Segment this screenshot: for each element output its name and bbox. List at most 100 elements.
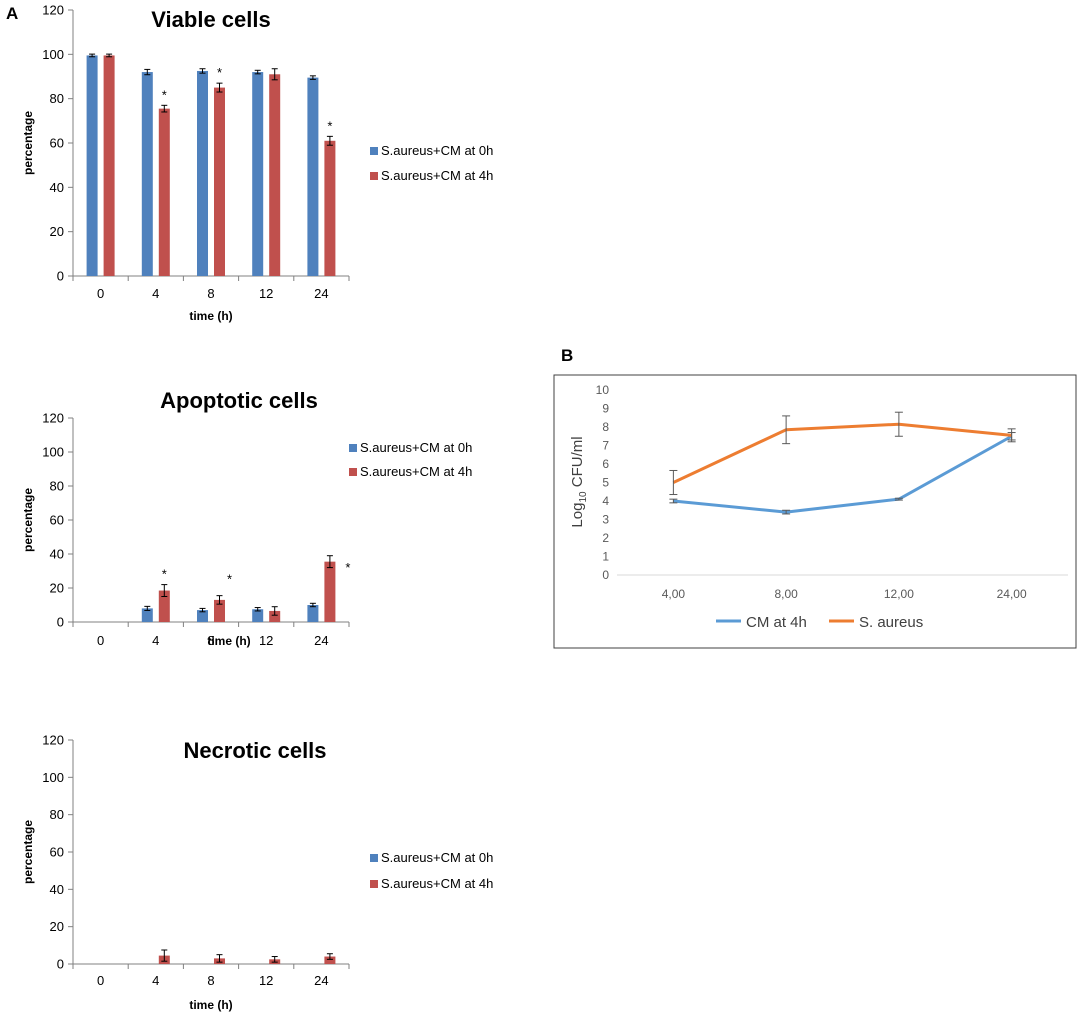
y-tick-label: 100 bbox=[42, 47, 64, 62]
legend-label: S.aureus+CM at 4h bbox=[381, 876, 493, 891]
bar bbox=[197, 70, 208, 276]
legend-label: S.aureus+CM at 4h bbox=[381, 168, 493, 183]
y-tick-label: 20 bbox=[50, 224, 64, 239]
x-tick-label: 24 bbox=[314, 973, 328, 988]
y-tick-label: 60 bbox=[50, 513, 64, 528]
x-tick-label: 4,00 bbox=[662, 587, 686, 601]
y-tick-label: 0 bbox=[57, 957, 64, 972]
x-tick-label: 12 bbox=[259, 286, 273, 301]
y-tick-label: 120 bbox=[42, 733, 64, 748]
legend-swatch bbox=[370, 172, 378, 180]
chart-title: Apoptotic cells bbox=[160, 388, 318, 413]
x-tick-label: 4 bbox=[152, 633, 159, 648]
chart-frame bbox=[553, 374, 1077, 649]
y-tick-label: 0 bbox=[57, 269, 64, 284]
y-tick-label: 80 bbox=[50, 91, 64, 106]
bar bbox=[141, 72, 153, 276]
bar bbox=[103, 55, 115, 276]
y-tick-label: 8 bbox=[602, 420, 609, 434]
x-tick-label: 12 bbox=[259, 973, 273, 988]
significance-star: * bbox=[327, 118, 332, 133]
x-tick-label: 4 bbox=[152, 286, 159, 301]
y-tick-label: 80 bbox=[50, 479, 64, 494]
x-tick-label: 0 bbox=[97, 286, 104, 301]
x-axis-label: time (h) bbox=[189, 309, 232, 323]
y-tick-label: 100 bbox=[42, 445, 64, 460]
significance-star: * bbox=[162, 87, 167, 102]
legend-swatch bbox=[349, 444, 357, 452]
y-tick-label: 100 bbox=[42, 770, 64, 785]
y-axis-label: Log10 CFU/ml bbox=[569, 436, 589, 527]
legend-label: S.aureus+CM at 0h bbox=[381, 850, 493, 865]
y-tick-label: 10 bbox=[596, 383, 610, 397]
y-tick-label: 120 bbox=[42, 411, 64, 426]
significance-star: * bbox=[217, 65, 222, 80]
legend-label: S.aureus+CM at 0h bbox=[381, 143, 493, 158]
y-tick-label: 6 bbox=[602, 457, 609, 471]
x-tick-label: 0 bbox=[97, 973, 104, 988]
x-tick-label: 4 bbox=[152, 973, 159, 988]
bar bbox=[252, 72, 264, 276]
x-tick-label: 24 bbox=[314, 633, 328, 648]
y-tick-label: 9 bbox=[602, 402, 609, 416]
x-axis-label: time (h) bbox=[189, 998, 232, 1012]
y-tick-label: 0 bbox=[57, 615, 64, 630]
legend-swatch bbox=[370, 854, 378, 862]
legend-label: S.aureus+CM at 4h bbox=[360, 464, 472, 479]
bar bbox=[324, 561, 336, 622]
bar bbox=[141, 608, 153, 622]
y-tick-label: 40 bbox=[50, 180, 64, 195]
y-tick-label: 80 bbox=[50, 807, 64, 822]
y-tick-label: 40 bbox=[50, 547, 64, 562]
significance-star: * bbox=[162, 567, 167, 582]
panel-label-b: B bbox=[561, 346, 574, 365]
legend-label: S. aureus bbox=[859, 614, 923, 631]
x-tick-label: 0 bbox=[97, 633, 104, 648]
bar bbox=[307, 605, 319, 622]
significance-star: * bbox=[345, 560, 350, 575]
bar bbox=[158, 108, 170, 277]
bar bbox=[307, 77, 319, 276]
y-axis-label: percentage bbox=[21, 820, 35, 884]
y-axis-label: percentage bbox=[21, 488, 35, 552]
y-tick-label: 60 bbox=[50, 845, 64, 860]
x-tick-label: 12,00 bbox=[884, 587, 914, 601]
bar bbox=[324, 140, 336, 276]
x-tick-label: 24 bbox=[314, 286, 328, 301]
bar bbox=[197, 610, 208, 622]
y-tick-label: 20 bbox=[50, 581, 64, 596]
x-tick-label: 8 bbox=[207, 633, 214, 648]
bar bbox=[324, 956, 336, 964]
y-tick-label: 40 bbox=[50, 882, 64, 897]
legend-swatch bbox=[370, 880, 378, 888]
y-tick-label: 120 bbox=[42, 3, 64, 18]
bar bbox=[269, 74, 281, 277]
series-line bbox=[672, 422, 1012, 484]
legend-swatch bbox=[349, 468, 357, 476]
x-tick-label: 24,00 bbox=[997, 587, 1027, 601]
legend-label: S.aureus+CM at 0h bbox=[360, 440, 472, 455]
y-tick-label: 3 bbox=[602, 513, 609, 527]
significance-star: * bbox=[227, 572, 232, 587]
y-tick-label: 7 bbox=[602, 439, 609, 453]
bar bbox=[252, 609, 264, 622]
series-line bbox=[673, 434, 1013, 514]
y-tick-label: 5 bbox=[602, 476, 609, 490]
y-tick-label: 4 bbox=[602, 494, 609, 508]
x-tick-label: 12 bbox=[259, 633, 273, 648]
chart-title: Viable cells bbox=[151, 7, 270, 32]
y-axis-label: percentage bbox=[21, 111, 35, 175]
bar bbox=[214, 87, 225, 276]
y-tick-label: 2 bbox=[602, 531, 609, 545]
x-tick-label: 8 bbox=[207, 973, 214, 988]
y-tick-label: 20 bbox=[50, 919, 64, 934]
y-tick-label: 0 bbox=[602, 568, 609, 582]
y-tick-label: 60 bbox=[50, 136, 64, 151]
x-axis-label: time (h) bbox=[207, 634, 250, 648]
bar bbox=[158, 590, 170, 622]
y-tick-label: 1 bbox=[602, 550, 609, 564]
